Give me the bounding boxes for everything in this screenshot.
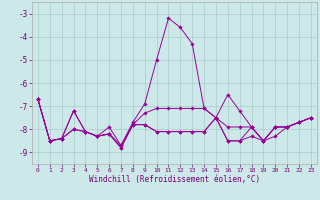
X-axis label: Windchill (Refroidissement éolien,°C): Windchill (Refroidissement éolien,°C) [89, 175, 260, 184]
